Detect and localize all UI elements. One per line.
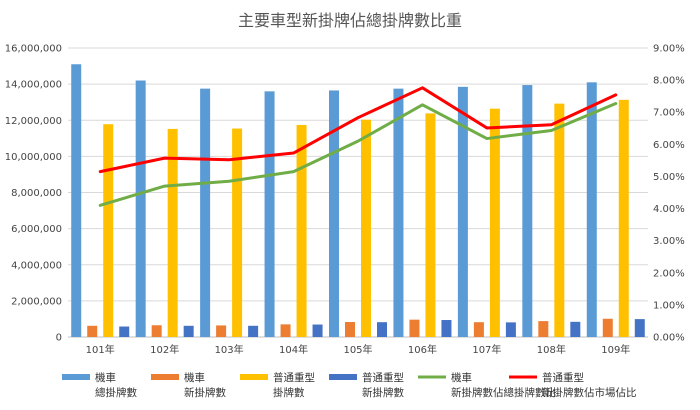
- legend-swatch: [62, 374, 90, 380]
- bar: [248, 325, 259, 337]
- y-left-tick-label: 2,000,000: [11, 296, 62, 307]
- x-tick-label: 103年: [215, 343, 244, 356]
- bar: [489, 108, 500, 337]
- x-tick-label: 105年: [343, 343, 372, 356]
- legend-label: 新掛牌數佔總掛牌數比: [451, 386, 556, 399]
- bar: [151, 325, 162, 337]
- legend-swatch: [151, 374, 179, 380]
- chart-title: 主要車型新掛牌佔總掛牌數比重: [238, 11, 462, 30]
- y-right-tick-label: 7.00%: [653, 108, 685, 119]
- bar: [87, 325, 98, 337]
- legend-label: 總掛牌數: [95, 386, 137, 399]
- bar: [167, 128, 178, 337]
- legend-label: 新掛牌數: [184, 386, 226, 399]
- bar: [200, 88, 211, 337]
- bar: [71, 64, 82, 337]
- y-left-tick-label: 16,000,000: [5, 44, 62, 55]
- bar: [329, 90, 339, 338]
- y-right-tick-label: 3.00%: [653, 236, 685, 247]
- bar: [296, 124, 307, 337]
- bar: [522, 85, 533, 337]
- y-right-tick-label: 8.00%: [653, 76, 685, 87]
- x-tick-label: 107年: [472, 343, 501, 356]
- bar: [361, 119, 371, 337]
- y-left-tick-label: 12,000,000: [5, 116, 62, 127]
- y-right-tick-label: 0.00%: [653, 333, 685, 344]
- legend-label: 普通重型: [273, 371, 315, 384]
- bar: [409, 319, 420, 337]
- legend-label: 掛牌數: [273, 386, 305, 399]
- bar: [216, 325, 227, 337]
- x-tick-label: 109年: [601, 343, 630, 356]
- legend-swatch: [240, 374, 268, 380]
- bar: [586, 82, 597, 337]
- legend-swatch: [329, 374, 357, 380]
- legend-label: 機車: [95, 371, 116, 384]
- legend-label: 普通重型: [542, 371, 584, 384]
- series-line: [98, 102, 618, 207]
- bar: [232, 128, 243, 337]
- y-right-tick-label: 9.00%: [653, 44, 685, 55]
- y-left-tick-label: 0: [56, 333, 62, 344]
- bar: [264, 91, 275, 337]
- series-line: [98, 86, 618, 174]
- y-left-tick-label: 14,000,000: [5, 80, 62, 91]
- y-right-tick-label: 1.00%: [653, 300, 685, 311]
- y-left-tick-label: 6,000,000: [11, 224, 62, 235]
- y-left-tick-label: 8,000,000: [11, 188, 62, 199]
- bar: [505, 322, 516, 337]
- y-right-tick-label: 2.00%: [653, 268, 685, 279]
- legend-label: 普通重型: [362, 371, 404, 384]
- y-left-tick-label: 10,000,000: [5, 152, 62, 163]
- bar: [377, 322, 387, 337]
- bar: [473, 322, 484, 337]
- x-tick-label: 102年: [150, 343, 179, 356]
- y-left-tick-label: 4,000,000: [11, 260, 62, 271]
- bar: [119, 326, 130, 337]
- y-right-tick-label: 5.00%: [653, 172, 685, 183]
- bar: [570, 321, 581, 337]
- bar: [634, 319, 645, 337]
- legend-label: 機車: [451, 371, 472, 384]
- bar: [183, 325, 194, 337]
- bar: [618, 99, 629, 337]
- x-tick-label: 106年: [408, 343, 437, 356]
- legend-label: 機車: [184, 371, 205, 384]
- bar: [441, 320, 452, 337]
- bar: [280, 324, 291, 337]
- bar: [135, 80, 146, 337]
- bar: [554, 103, 565, 337]
- bar: [457, 86, 468, 337]
- bar: [538, 321, 549, 337]
- bar: [345, 322, 355, 337]
- y-right-tick-label: 4.00%: [653, 204, 685, 215]
- x-tick-label: 101年: [86, 343, 115, 356]
- bar: [393, 88, 404, 337]
- bar: [602, 318, 613, 337]
- bar: [103, 124, 114, 337]
- bar: [425, 113, 436, 337]
- x-tick-label: 108年: [537, 343, 566, 356]
- x-tick-label: 104年: [279, 343, 308, 356]
- bar: [312, 324, 323, 337]
- y-right-tick-label: 6.00%: [653, 140, 685, 151]
- legend-label: 新掛牌數佔市場佔比: [542, 386, 637, 399]
- legend-label: 新掛牌數: [362, 386, 404, 399]
